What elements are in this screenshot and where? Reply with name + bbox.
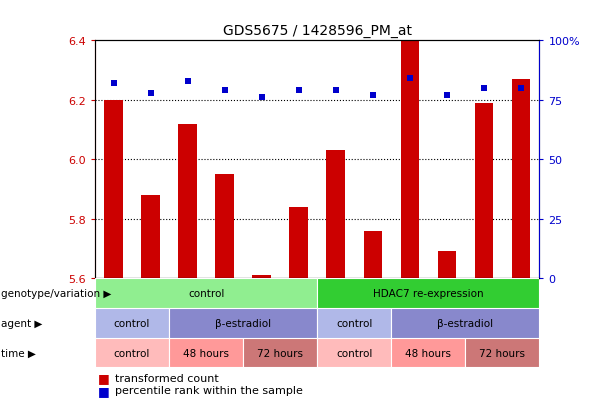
- Bar: [95, 308, 169, 338]
- Bar: [391, 338, 465, 368]
- Bar: [318, 278, 539, 308]
- Bar: [253, 275, 271, 278]
- Text: ■: ■: [98, 384, 110, 397]
- Text: control: control: [188, 288, 224, 298]
- Bar: [465, 338, 539, 368]
- Text: agent ▶: agent ▶: [1, 318, 42, 328]
- Text: genotype/variation ▶: genotype/variation ▶: [1, 288, 112, 298]
- Bar: [364, 231, 382, 278]
- Text: control: control: [114, 348, 150, 358]
- Bar: [104, 101, 123, 278]
- Bar: [400, 41, 419, 278]
- Bar: [318, 338, 391, 368]
- Bar: [178, 124, 197, 278]
- Text: β-estradiol: β-estradiol: [215, 318, 271, 328]
- Bar: [327, 151, 345, 278]
- Bar: [169, 308, 318, 338]
- Text: transformed count: transformed count: [115, 373, 218, 383]
- Bar: [438, 252, 456, 278]
- Text: ■: ■: [98, 371, 110, 385]
- Text: 72 hours: 72 hours: [257, 348, 303, 358]
- Text: 48 hours: 48 hours: [405, 348, 451, 358]
- Text: 48 hours: 48 hours: [183, 348, 229, 358]
- Text: percentile rank within the sample: percentile rank within the sample: [115, 385, 302, 395]
- Text: control: control: [336, 348, 373, 358]
- Bar: [95, 278, 318, 308]
- Bar: [474, 104, 493, 278]
- Bar: [243, 338, 318, 368]
- Bar: [95, 338, 169, 368]
- Text: time ▶: time ▶: [1, 348, 36, 358]
- Title: GDS5675 / 1428596_PM_at: GDS5675 / 1428596_PM_at: [223, 24, 412, 38]
- Bar: [512, 80, 530, 278]
- Text: control: control: [114, 318, 150, 328]
- Bar: [215, 175, 234, 278]
- Text: control: control: [336, 318, 373, 328]
- Bar: [142, 195, 160, 278]
- Bar: [318, 308, 391, 338]
- Bar: [289, 207, 308, 278]
- Text: HDAC7 re-expression: HDAC7 re-expression: [373, 288, 484, 298]
- Text: 72 hours: 72 hours: [479, 348, 525, 358]
- Text: β-estradiol: β-estradiol: [437, 318, 493, 328]
- Bar: [169, 338, 243, 368]
- Bar: [391, 308, 539, 338]
